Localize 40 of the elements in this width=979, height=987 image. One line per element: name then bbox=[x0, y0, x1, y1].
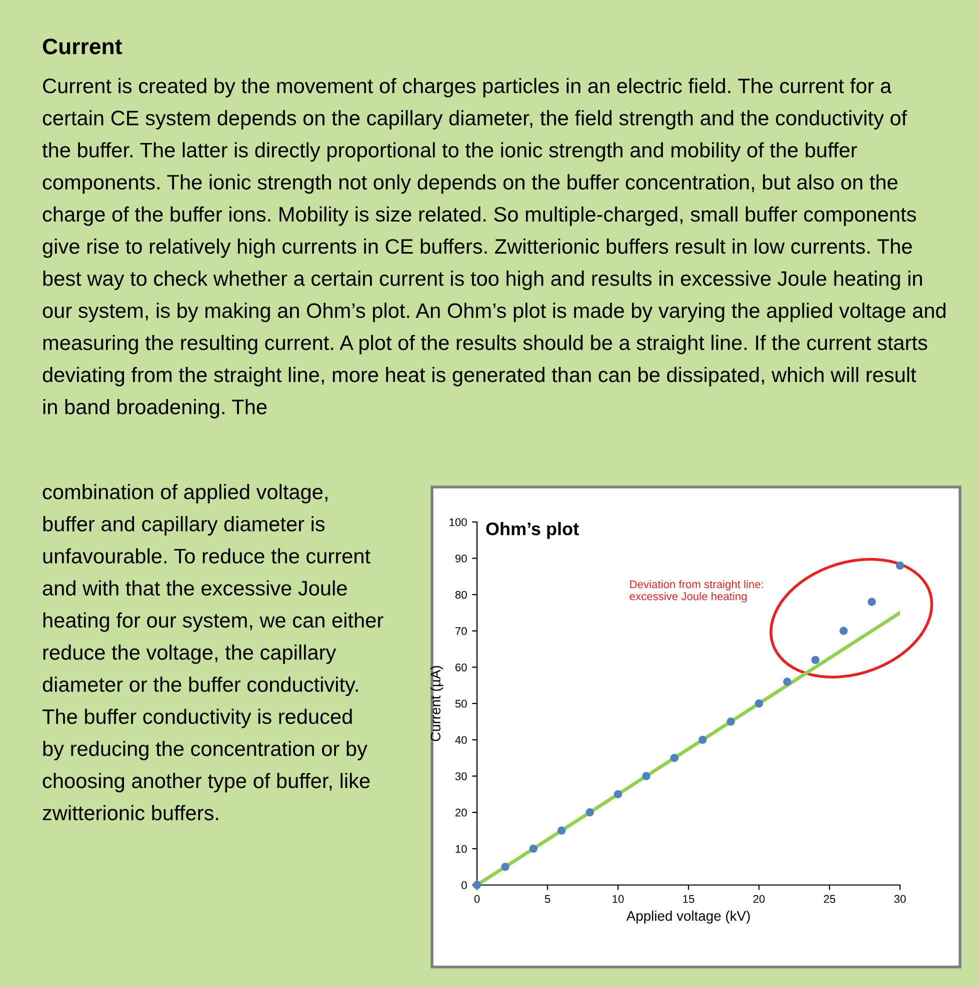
x-tick-label: 0 bbox=[474, 895, 480, 903]
text: Current bbox=[42, 38, 122, 54]
y-tick-label: 10 bbox=[456, 844, 467, 853]
annotation: Deviation from straight line: excessive Joule heating bbox=[630, 580, 763, 602]
y-tick-label: 70 bbox=[455, 627, 467, 636]
x-tick-label: 10 bbox=[612, 895, 624, 903]
x-tick-label: 15 bbox=[683, 895, 694, 903]
x-tick-label: 5 bbox=[544, 895, 550, 903]
x-tick-label: 30 bbox=[894, 895, 906, 903]
point bbox=[670, 754, 678, 762]
y-tick-label: 50 bbox=[455, 700, 467, 708]
point bbox=[698, 736, 707, 744]
point bbox=[529, 844, 538, 853]
x-tick-label: 25 bbox=[824, 895, 836, 903]
x-axis-title: Applied voltage (kV) bbox=[626, 910, 750, 924]
point bbox=[501, 862, 510, 871]
point bbox=[726, 718, 735, 726]
point bbox=[783, 678, 792, 686]
point bbox=[896, 561, 904, 570]
point bbox=[586, 808, 594, 816]
y-tick-label: 30 bbox=[455, 772, 467, 780]
point bbox=[614, 790, 622, 798]
y-tick-label: 90 bbox=[455, 554, 467, 562]
y-tick-label: 80 bbox=[455, 590, 467, 599]
x-tick-label: 20 bbox=[753, 895, 765, 903]
point bbox=[811, 656, 820, 664]
point bbox=[840, 626, 848, 635]
y-tick-label: 40 bbox=[455, 736, 467, 744]
point bbox=[754, 699, 764, 708]
point bbox=[868, 598, 876, 606]
text: Current is created by the movement of charges particles in an electric field. The current for a certain CE system depends on the capillary diameter, the field strength and the conductivity of the buffer. The latter is directly proportional to the ionic strength and mobility of the buffer components. The ionic strength not only depends on the buffer concentration, but also on the charge of the buffer ions. Mobility is size related. So multiple-charged, small buffer components give rise to relatively high currents in CE buffers. Zwitterionic buffers result in low currents. The best way to check whether a certain current is too high and results in excessive Joule heating in our system, is by making an Ohm’s plot. An Ohm’s plot is made by varying the applied voltage and measuring the resulting current. A plot of the results should be a straight line. If the current starts deviating from the straight line, more heat is generated than can be dissipated, which will result in band broadening. The bbox=[42, 78, 946, 418]
point bbox=[642, 772, 650, 780]
text: combination of applied voltage, buffer and capillary diameter is unfavourable. To reduce the current and with that the excessive Joule heating for our system, we can either reduce the voltage, the capillary diameter or the buffer conductivity. The buffer conductivity is reduced by reducing the concentration or by choosing another type of buffer, like zwitterionic buffers. bbox=[42, 484, 384, 820]
chart-title: Ohm’s plot bbox=[486, 522, 579, 539]
point bbox=[558, 826, 566, 835]
y-tick-label: 60 bbox=[455, 663, 467, 672]
y-tick-label: 0 bbox=[462, 881, 467, 890]
y-tick-label: 100 bbox=[450, 518, 467, 526]
y-axis-title: Current (µA) bbox=[430, 666, 444, 742]
y-tick-label: 20 bbox=[455, 808, 467, 817]
